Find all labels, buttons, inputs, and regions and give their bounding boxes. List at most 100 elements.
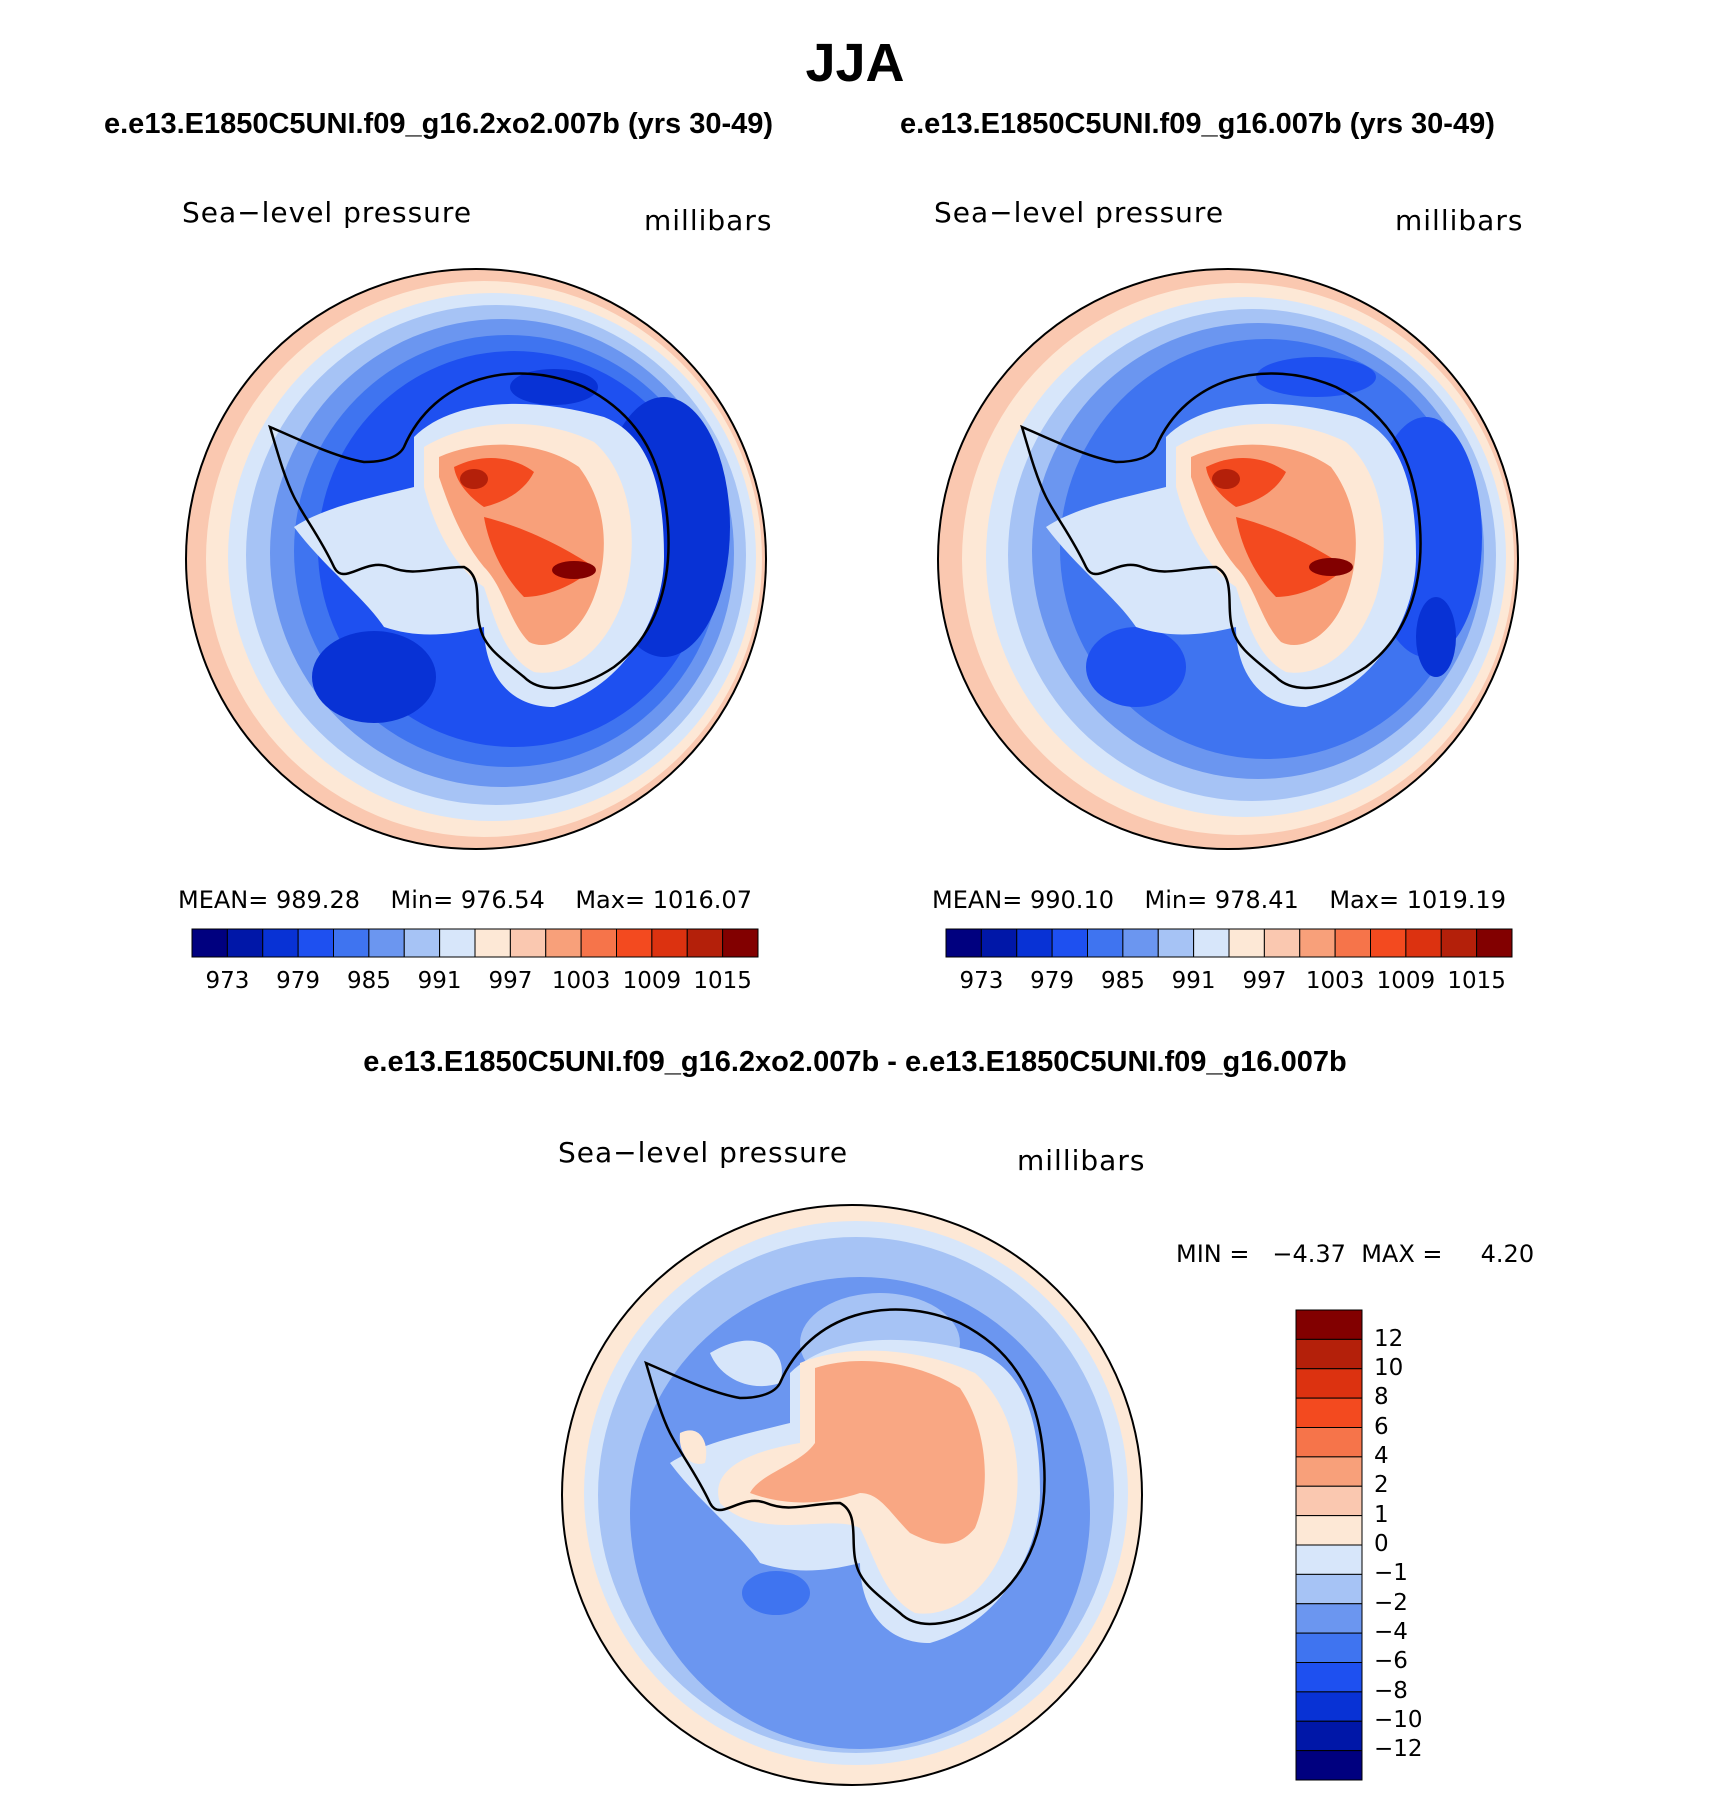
- colorbar-swatch: [1295, 1427, 1363, 1458]
- colorbar-tick: −4: [1374, 1619, 1408, 1645]
- panel-b-max-label: Max=: [1329, 886, 1400, 914]
- colorbar-swatch: [980, 928, 1018, 958]
- panel-a-polar-map: [185, 268, 767, 850]
- colorbar-swatch: [1295, 1397, 1363, 1428]
- colorbar-swatch: [1295, 1368, 1363, 1399]
- colorbar-tick: 10: [1374, 1355, 1404, 1381]
- colorbar-tick: −8: [1374, 1678, 1408, 1704]
- colorbar-tick: 12: [1374, 1326, 1404, 1352]
- colorbar-swatch: [474, 928, 511, 958]
- panel-a-units-label: millibars: [644, 204, 773, 237]
- difference-title: e.e13.E1850C5UNI.f09_g16.2xo2.007b - e.e…: [363, 1046, 1347, 1078]
- panel-b-units-label: millibars: [1395, 204, 1524, 237]
- panel-b-colorbar: [945, 928, 1513, 958]
- season-title: JJA: [805, 33, 905, 93]
- panel-diff-stats: MIN = −4.37 MAX = 4.20: [1176, 1240, 1534, 1268]
- colorbar-swatch: [1295, 1338, 1363, 1370]
- colorbar-tick: −1: [1374, 1560, 1408, 1586]
- panel-b-colorbar-ticks: 973 979 985 991 997 1003 1009 1015: [946, 968, 1512, 998]
- panel-diff-min-label: MIN =: [1176, 1240, 1250, 1268]
- colorbar-swatch: [545, 928, 582, 958]
- colorbar-swatch: [1295, 1662, 1363, 1693]
- colorbar-tick: 985: [346, 968, 391, 994]
- colorbar-swatch: [1122, 928, 1159, 958]
- colorbar-swatch: [1295, 1544, 1363, 1575]
- colorbar-swatch: [722, 928, 759, 958]
- colorbar-swatch: [1334, 928, 1371, 958]
- colorbar-tick: 1003: [551, 968, 611, 994]
- colorbar-tick: 997: [488, 968, 533, 994]
- colorbar-swatch: [1157, 928, 1195, 958]
- colorbar-swatch: [1405, 928, 1442, 958]
- colorbar-tick: 1: [1374, 1502, 1389, 1528]
- colorbar-tick: 6: [1374, 1414, 1389, 1440]
- colorbar-swatch: [1295, 1691, 1363, 1722]
- colorbar-tick: −12: [1374, 1736, 1423, 1762]
- colorbar-tick: 997: [1242, 968, 1287, 994]
- colorbar-swatch: [439, 928, 476, 958]
- panel-a-mean-label: MEAN=: [178, 886, 269, 914]
- colorbar-tick: −10: [1374, 1707, 1423, 1733]
- panel-diff-colorbar-ticks: 12 10 8 6 4 2 1 0 −1 −2 −4 −6 −8 −10 −12: [1374, 1310, 1434, 1780]
- colorbar-tick: 0: [1374, 1531, 1389, 1557]
- colorbar-swatch: [403, 928, 441, 958]
- colorbar-swatch: [1295, 1632, 1363, 1663]
- panel-diff-colorbar: [1295, 1309, 1363, 1781]
- panel-a-variable-label: Sea−level pressure: [182, 196, 473, 229]
- colorbar-tick: 973: [959, 968, 1004, 994]
- panel-diff-polar-map: [561, 1204, 1143, 1786]
- colorbar-swatch: [297, 928, 334, 958]
- panel-b-polar-map: [937, 268, 1519, 850]
- panel-a-colorbar: [191, 928, 759, 958]
- colorbar-swatch: [368, 928, 405, 958]
- colorbar-swatch: [1193, 928, 1230, 958]
- colorbar-swatch: [945, 928, 982, 958]
- colorbar-swatch: [1263, 928, 1301, 958]
- colorbar-swatch: [580, 928, 617, 958]
- colorbar-swatch: [1440, 928, 1478, 958]
- colorbar-swatch: [651, 928, 688, 958]
- panel-diff-max-label: MAX =: [1361, 1240, 1443, 1268]
- colorbar-swatch: [1295, 1485, 1363, 1517]
- panel-b-variable-label: Sea−level pressure: [934, 196, 1225, 229]
- panel-b-stats: MEAN= 990.10 Min= 978.41 Max= 1019.19: [932, 886, 1506, 914]
- case-a-title: e.e13.E1850C5UNI.f09_g16.2xo2.007b (yrs …: [104, 108, 774, 140]
- colorbar-swatch: [1228, 928, 1265, 958]
- colorbar-tick: −6: [1374, 1648, 1408, 1674]
- colorbar-tick: 8: [1374, 1384, 1389, 1410]
- colorbar-tick: 1009: [1376, 968, 1436, 994]
- panel-a-min-label: Min=: [390, 886, 454, 914]
- colorbar-swatch: [1016, 928, 1053, 958]
- colorbar-swatch: [1295, 1603, 1363, 1634]
- colorbar-swatch: [1370, 928, 1407, 958]
- panel-b-min: 978.41: [1214, 886, 1299, 914]
- panel-a-stats: MEAN= 989.28 Min= 976.54 Max= 1016.07: [178, 886, 752, 914]
- panel-diff-max: 4.20: [1480, 1240, 1535, 1268]
- colorbar-tick: 979: [276, 968, 321, 994]
- panel-a-max-label: Max=: [575, 886, 646, 914]
- panel-diff-units-label: millibars: [1017, 1144, 1146, 1177]
- colorbar-tick: 1015: [1447, 968, 1506, 994]
- colorbar-swatch: [1299, 928, 1336, 958]
- panel-diff-variable-label: Sea−level pressure: [558, 1136, 849, 1169]
- panel-diff-min: −4.37: [1272, 1240, 1346, 1268]
- colorbar-tick: 1015: [693, 968, 752, 994]
- colorbar-swatch: [1476, 928, 1513, 958]
- panel-b-min-label: Min=: [1144, 886, 1208, 914]
- colorbar-tick: 1003: [1305, 968, 1365, 994]
- panel-a-colorbar-ticks: 973 979 985 991 997 1003 1009 1015: [192, 968, 758, 998]
- colorbar-swatch: [616, 928, 653, 958]
- colorbar-swatch: [1295, 1573, 1363, 1605]
- colorbar-tick: 2: [1374, 1472, 1389, 1498]
- colorbar-swatch: [686, 928, 724, 958]
- colorbar-tick: −2: [1374, 1590, 1408, 1616]
- colorbar-tick: 991: [417, 968, 462, 994]
- panel-b-max: 1019.19: [1406, 886, 1506, 914]
- colorbar-swatch: [1295, 1309, 1363, 1340]
- case-b-title: e.e13.E1850C5UNI.f09_g16.007b (yrs 30-49…: [900, 108, 1495, 140]
- colorbar-tick: 985: [1100, 968, 1145, 994]
- colorbar-swatch: [333, 928, 370, 958]
- panel-b-mean-label: MEAN=: [932, 886, 1023, 914]
- colorbar-tick: 1009: [622, 968, 682, 994]
- colorbar-swatch: [1051, 928, 1088, 958]
